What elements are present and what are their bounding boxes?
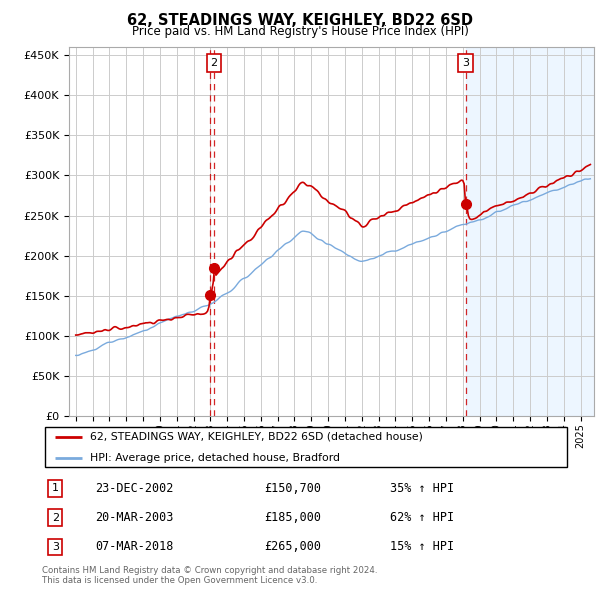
Text: Price paid vs. HM Land Registry's House Price Index (HPI): Price paid vs. HM Land Registry's House … (131, 25, 469, 38)
FancyBboxPatch shape (44, 427, 568, 467)
Text: 62, STEADINGS WAY, KEIGHLEY, BD22 6SD: 62, STEADINGS WAY, KEIGHLEY, BD22 6SD (127, 13, 473, 28)
Text: 2: 2 (211, 58, 218, 68)
Text: 15% ↑ HPI: 15% ↑ HPI (391, 540, 455, 553)
Text: 3: 3 (52, 542, 59, 552)
Bar (466, 47, 598, 416)
Text: 1: 1 (52, 483, 59, 493)
Text: 07-MAR-2018: 07-MAR-2018 (95, 540, 173, 553)
Text: £265,000: £265,000 (264, 540, 321, 553)
Text: HPI: Average price, detached house, Bradford: HPI: Average price, detached house, Brad… (89, 453, 340, 463)
Text: 35% ↑ HPI: 35% ↑ HPI (391, 482, 455, 495)
Text: This data is licensed under the Open Government Licence v3.0.: This data is licensed under the Open Gov… (42, 576, 317, 585)
Text: 20-MAR-2003: 20-MAR-2003 (95, 511, 173, 525)
Text: £185,000: £185,000 (264, 511, 321, 525)
Text: 23-DEC-2002: 23-DEC-2002 (95, 482, 173, 495)
Text: 2: 2 (52, 513, 59, 523)
Text: 3: 3 (462, 58, 469, 68)
Text: 62% ↑ HPI: 62% ↑ HPI (391, 511, 455, 525)
Text: 62, STEADINGS WAY, KEIGHLEY, BD22 6SD (detached house): 62, STEADINGS WAY, KEIGHLEY, BD22 6SD (d… (89, 432, 422, 442)
Text: Contains HM Land Registry data © Crown copyright and database right 2024.: Contains HM Land Registry data © Crown c… (42, 566, 377, 575)
Text: £150,700: £150,700 (264, 482, 321, 495)
